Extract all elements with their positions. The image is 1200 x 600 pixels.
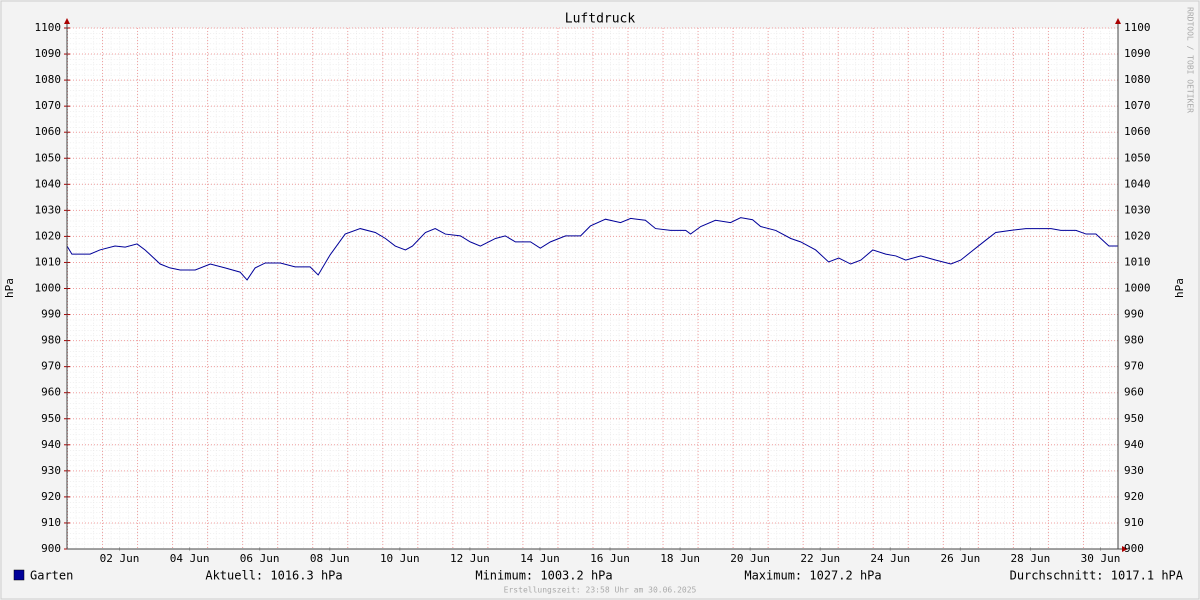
stat: Durchschnitt: 1017.1 hPA xyxy=(1010,569,1184,583)
x-tick-label: 26 Jun xyxy=(940,552,980,565)
y2-tick-label: 980 xyxy=(1124,334,1144,347)
y2-tick-label: 1000 xyxy=(1124,282,1151,295)
x-tick-label: 10 Jun xyxy=(380,552,420,565)
y2-tick-label: 1040 xyxy=(1124,177,1151,190)
y2-tick-label: 990 xyxy=(1124,308,1144,321)
y-tick-label: 1090 xyxy=(35,47,62,60)
footer: Erstellungszeit: 23:58 Uhr am 30.06.2025 xyxy=(504,586,697,595)
x-tick-label: 02 Jun xyxy=(100,552,140,565)
chart-title: Luftdruck xyxy=(565,12,636,27)
y2-tick-label: 950 xyxy=(1124,412,1144,425)
x-tick-label: 28 Jun xyxy=(1011,552,1051,565)
x-tick-label: 08 Jun xyxy=(310,552,350,565)
y2-tick-label: 1050 xyxy=(1124,151,1151,164)
x-tick-label: 14 Jun xyxy=(520,552,560,565)
y-tick-label: 970 xyxy=(41,360,61,373)
y-tick-label: 1010 xyxy=(35,255,62,268)
stat: Aktuell: 1016.3 hPa xyxy=(205,569,342,583)
marks xyxy=(66,217,1118,281)
y2-tick-label: 930 xyxy=(1124,464,1144,477)
x-tick-label: 04 Jun xyxy=(170,552,210,565)
y2-tick-label: 960 xyxy=(1124,386,1144,399)
y-tick-label: 910 xyxy=(41,516,61,529)
y2-tick-label: 1060 xyxy=(1124,125,1151,138)
x-tick-label: 24 Jun xyxy=(870,552,910,565)
x-tick-label: 06 Jun xyxy=(240,552,280,565)
y-tick-label: 1020 xyxy=(35,229,62,242)
y2-tick-label: 1070 xyxy=(1124,99,1151,112)
y-tick-label: 930 xyxy=(41,464,61,477)
y2-tick-label: 1010 xyxy=(1124,255,1151,268)
legend-swatch xyxy=(13,569,25,581)
x-tick-label: 22 Jun xyxy=(800,552,840,565)
y2-tick-label: 900 xyxy=(1124,542,1144,555)
y2-tick-label: 1080 xyxy=(1124,73,1151,86)
legend-label: Garten xyxy=(30,569,73,583)
y2-tick-label: 970 xyxy=(1124,360,1144,373)
y2-tick-label: 920 xyxy=(1124,490,1144,503)
y2-axis-label: hPa xyxy=(1173,278,1186,298)
x-tick-label: 18 Jun xyxy=(660,552,700,565)
y-tick-label: 1030 xyxy=(35,203,62,216)
y-tick-label: 1080 xyxy=(35,73,62,86)
y-tick-label: 920 xyxy=(41,490,61,503)
x-tick-label: 12 Jun xyxy=(450,552,490,565)
y-axis-label: hPa xyxy=(3,278,16,298)
line xyxy=(66,217,1118,281)
x-tick-label: 20 Jun xyxy=(730,552,770,565)
y-tick-label: 950 xyxy=(41,412,61,425)
x-tick-label: 16 Jun xyxy=(590,552,630,565)
stat: Minimum: 1003.2 hPa xyxy=(475,569,612,583)
y-tick-label: 1100 xyxy=(35,21,62,34)
y2-tick-label: 940 xyxy=(1124,438,1144,451)
y2-tick-label: 1020 xyxy=(1124,229,1151,242)
x-tick-label: 30 Jun xyxy=(1081,552,1121,565)
y-tick-label: 1040 xyxy=(35,177,62,190)
y-tick-label: 900 xyxy=(41,542,61,555)
y2-tick-label: 1030 xyxy=(1124,203,1151,216)
y-tick-label: 940 xyxy=(41,438,61,451)
stat: Maximum: 1027.2 hPa xyxy=(744,569,881,583)
watermark: RRDTOOL / TOBI OETIKER xyxy=(1186,7,1195,113)
y-tick-label: 1060 xyxy=(35,125,62,138)
y2-tick-label: 910 xyxy=(1124,516,1144,529)
y-tick-label: 980 xyxy=(41,334,61,347)
y-tick-label: 1050 xyxy=(35,151,62,164)
y-tick-label: 990 xyxy=(41,308,61,321)
y-tick-label: 1000 xyxy=(35,282,62,295)
y-tick-label: 960 xyxy=(41,386,61,399)
y2-tick-label: 1090 xyxy=(1124,47,1151,60)
y2-tick-label: 1100 xyxy=(1124,21,1151,34)
y-tick-label: 1070 xyxy=(35,99,62,112)
